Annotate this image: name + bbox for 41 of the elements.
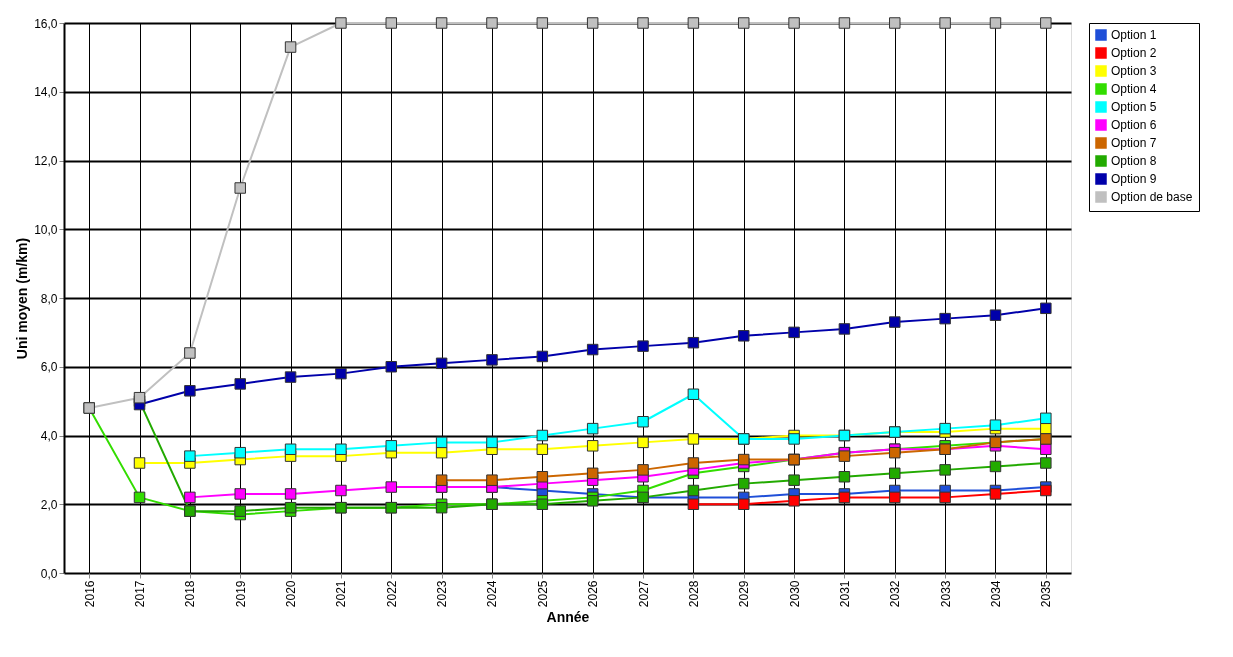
x-tick-label: 2027 — [636, 580, 651, 608]
x-tick-label: 2018 — [183, 580, 198, 608]
y-tick-label: 0,0 — [40, 566, 58, 581]
x-tick-label: 2024 — [485, 580, 500, 608]
y-tick-label: 6,0 — [40, 360, 58, 375]
x-tick-label: 2021 — [334, 580, 349, 608]
x-tick-label: 2026 — [586, 580, 601, 608]
y-tick-label: 4,0 — [40, 429, 58, 443]
y-axis-title: Uni moyen (m/km) — [14, 237, 31, 360]
x-tick-label: 2029 — [737, 580, 752, 608]
y-tick-label: 10,0 — [34, 222, 58, 237]
y-tick-label: 14,0 — [34, 85, 58, 100]
x-tick-label: 2025 — [535, 580, 550, 608]
legend-label: Option 3 — [1111, 64, 1157, 78]
x-tick-label: 2032 — [888, 580, 903, 608]
x-tick-label: 2017 — [133, 580, 148, 608]
legend-label: Option 2 — [1111, 46, 1157, 60]
legend-label: Option 9 — [1111, 172, 1157, 186]
x-tick-label: 2023 — [435, 580, 450, 608]
x-tick-label: 2016 — [82, 580, 97, 608]
y-tick-label: 8,0 — [40, 291, 58, 306]
x-tick-label: 2020 — [284, 580, 299, 608]
x-tick-label: 2022 — [384, 580, 399, 608]
legend-label: Option de base — [1111, 190, 1193, 204]
x-tick-label: 2033 — [938, 580, 953, 608]
x-tick-label: 2028 — [686, 580, 701, 608]
legend-label: Option 6 — [1111, 118, 1157, 132]
x-tick-label: 2031 — [837, 580, 852, 608]
x-tick-label: 2030 — [787, 580, 802, 608]
legend-label: Option 1 — [1111, 28, 1157, 42]
y-tick-label: 16,0 — [34, 16, 58, 31]
legend-label: Option 7 — [1111, 136, 1157, 150]
x-tick-label: 2034 — [988, 580, 1003, 608]
legend-label: Option 5 — [1111, 100, 1157, 114]
x-axis-title: Année — [546, 609, 590, 626]
x-tick-label: 2019 — [233, 580, 248, 608]
x-tick-label: 2035 — [1039, 580, 1054, 608]
legend-label: Option 8 — [1111, 154, 1157, 168]
legend-label: Option 4 — [1111, 82, 1157, 96]
y-tick-label: 12,0 — [34, 154, 58, 168]
y-tick-label: 2,0 — [40, 497, 58, 512]
